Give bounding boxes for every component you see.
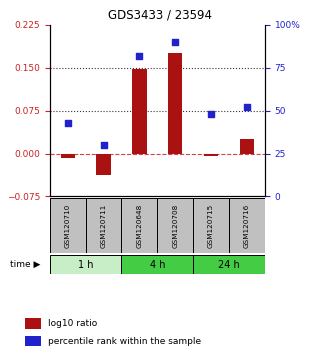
Text: GSM120716: GSM120716	[244, 204, 250, 248]
Text: 4 h: 4 h	[150, 259, 165, 270]
Bar	[193, 198, 229, 253]
Point	[173, 39, 178, 45]
Text: log10 ratio: log10 ratio	[48, 319, 97, 328]
Bar	[50, 255, 121, 274]
Point	[209, 111, 214, 117]
Bar	[50, 198, 86, 253]
Bar	[96, 154, 111, 175]
Point	[65, 120, 70, 125]
Bar	[204, 154, 218, 156]
Bar	[121, 198, 157, 253]
Bar	[240, 139, 254, 154]
Bar	[60, 154, 75, 158]
Bar	[25, 318, 41, 329]
Bar	[121, 255, 193, 274]
Text: GSM120648: GSM120648	[136, 204, 143, 248]
Point	[137, 53, 142, 58]
Bar	[168, 53, 182, 154]
Bar	[86, 198, 121, 253]
Text: 1 h: 1 h	[78, 259, 93, 270]
Text: GSM120711: GSM120711	[100, 204, 107, 248]
Text: GSM120715: GSM120715	[208, 204, 214, 248]
Bar	[193, 255, 265, 274]
Text: GSM120710: GSM120710	[65, 204, 71, 248]
Bar	[157, 198, 193, 253]
Point	[244, 104, 249, 110]
Text: 24 h: 24 h	[218, 259, 240, 270]
Text: time ▶: time ▶	[10, 260, 40, 269]
Bar	[229, 198, 265, 253]
Bar	[132, 69, 146, 154]
Point	[101, 142, 106, 148]
Text: percentile rank within the sample: percentile rank within the sample	[48, 337, 201, 346]
Text: GSM120708: GSM120708	[172, 204, 178, 248]
Bar	[25, 336, 41, 346]
Text: GDS3433 / 23594: GDS3433 / 23594	[108, 8, 213, 21]
